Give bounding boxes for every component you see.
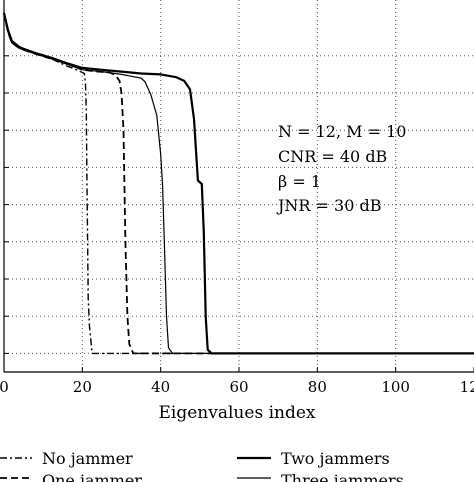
annotation-box: N = 12, M = 10 CNR = 40 dB β = 1 JNR = 3…: [276, 122, 406, 215]
x-tick-label: 60: [229, 378, 248, 396]
legend: No jammer One jammer Two jammers Three j…: [0, 449, 404, 482]
annotation-line-4: JNR = 30 dB: [276, 196, 381, 215]
annotation-line-1: N = 12, M = 10: [278, 122, 406, 141]
annotation-line-2: CNR = 40 dB: [278, 147, 387, 166]
series-line-two-jammers: [2, 12, 474, 355]
legend-label-one-jammer: One jammer: [42, 471, 142, 482]
legend-label-no-jammer: No jammer: [42, 449, 133, 468]
series-lines: [2, 12, 474, 355]
x-tick-label: 80: [308, 378, 327, 396]
axes: 0 20 40 60 80 100 120: [0, 0, 474, 396]
x-tick-label: 20: [73, 378, 92, 396]
series-line-three-jammers: [3, 12, 474, 354]
x-tick-label: 0: [0, 378, 9, 396]
x-tick-label: 100: [381, 378, 410, 396]
legend-label-two-jammers: Two jammers: [281, 449, 390, 468]
series-line-no-jammer: [3, 12, 474, 355]
legend-label-three-jammers: Three jammers: [281, 471, 404, 482]
grid: [4, 0, 474, 372]
series-line-one-jammer: [3, 12, 474, 355]
x-axis-label: Eigenvalues index: [159, 403, 316, 423]
x-tick-label: 40: [151, 378, 170, 396]
annotation-line-3: β = 1: [278, 172, 321, 191]
x-tick-label: 120: [460, 378, 474, 396]
